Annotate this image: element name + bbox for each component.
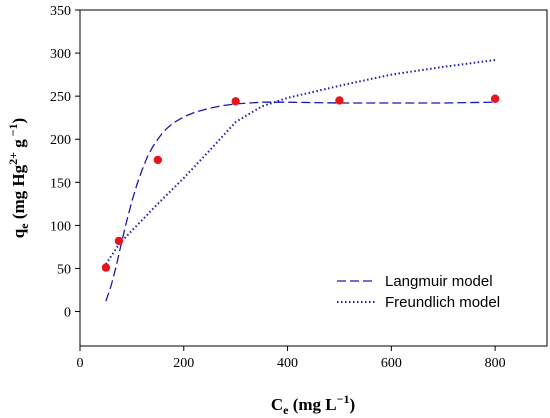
legend: Langmuir model Freundlich model (337, 273, 500, 311)
y-axis-title-main: q (9, 228, 28, 238)
y-tick-label: 350 (50, 4, 71, 19)
data-point (114, 236, 124, 246)
y-axis-title-sup2: −1 (6, 123, 20, 139)
data-point (490, 94, 500, 103)
x-tick-label: 600 (381, 356, 402, 371)
legend-label-langmuir: Langmuir model (385, 273, 493, 290)
y-tick-label: 200 (50, 133, 71, 148)
x-axis-title-sub: e (283, 403, 289, 417)
y-tick-label: 150 (50, 176, 71, 191)
y-axis-ticks: 0 50 100 150 200 250 300 350 (50, 4, 80, 321)
x-axis-ticks: 0 200 400 600 800 (77, 346, 506, 371)
y-tick-label: 100 (50, 219, 71, 234)
y-tick-label: 50 (57, 262, 71, 277)
y-axis-title-close: ) (9, 118, 28, 124)
data-point (231, 97, 240, 106)
y-axis-title-mid: g (9, 139, 28, 152)
y-axis-title: qe (mg Hg2+ g −1) (6, 118, 31, 238)
y-axis-title-rest: (mg Hg (9, 164, 28, 223)
x-axis-title-main: C (271, 395, 283, 414)
series-layer (105, 59, 496, 302)
x-tick-label: 800 (485, 356, 506, 371)
data-point (335, 96, 344, 105)
langmuir-model-line (105, 101, 496, 302)
data-points (101, 94, 500, 272)
y-axis-title-sup1: 2+ (6, 152, 20, 165)
x-axis-title-sup: −1 (337, 392, 350, 406)
plot-area-frame (79, 9, 548, 347)
data-point (153, 155, 163, 165)
y-tick-label: 300 (50, 47, 71, 62)
x-tick-label: 200 (173, 356, 194, 371)
y-tick-label: 250 (50, 90, 71, 105)
freundlich-model-line (105, 59, 496, 265)
y-tick-label: 0 (64, 306, 71, 321)
x-tick-label: 0 (77, 356, 84, 371)
x-axis-title: Ce (mg L−1) (271, 392, 355, 417)
y-axis-title-sub: e (17, 223, 31, 229)
legend-label-freundlich: Freundlich model (385, 294, 500, 311)
data-point (101, 263, 111, 272)
x-axis-title-close: ) (349, 395, 355, 414)
x-tick-label: 400 (277, 356, 298, 371)
x-axis-title-rest: (mg L (288, 395, 336, 414)
